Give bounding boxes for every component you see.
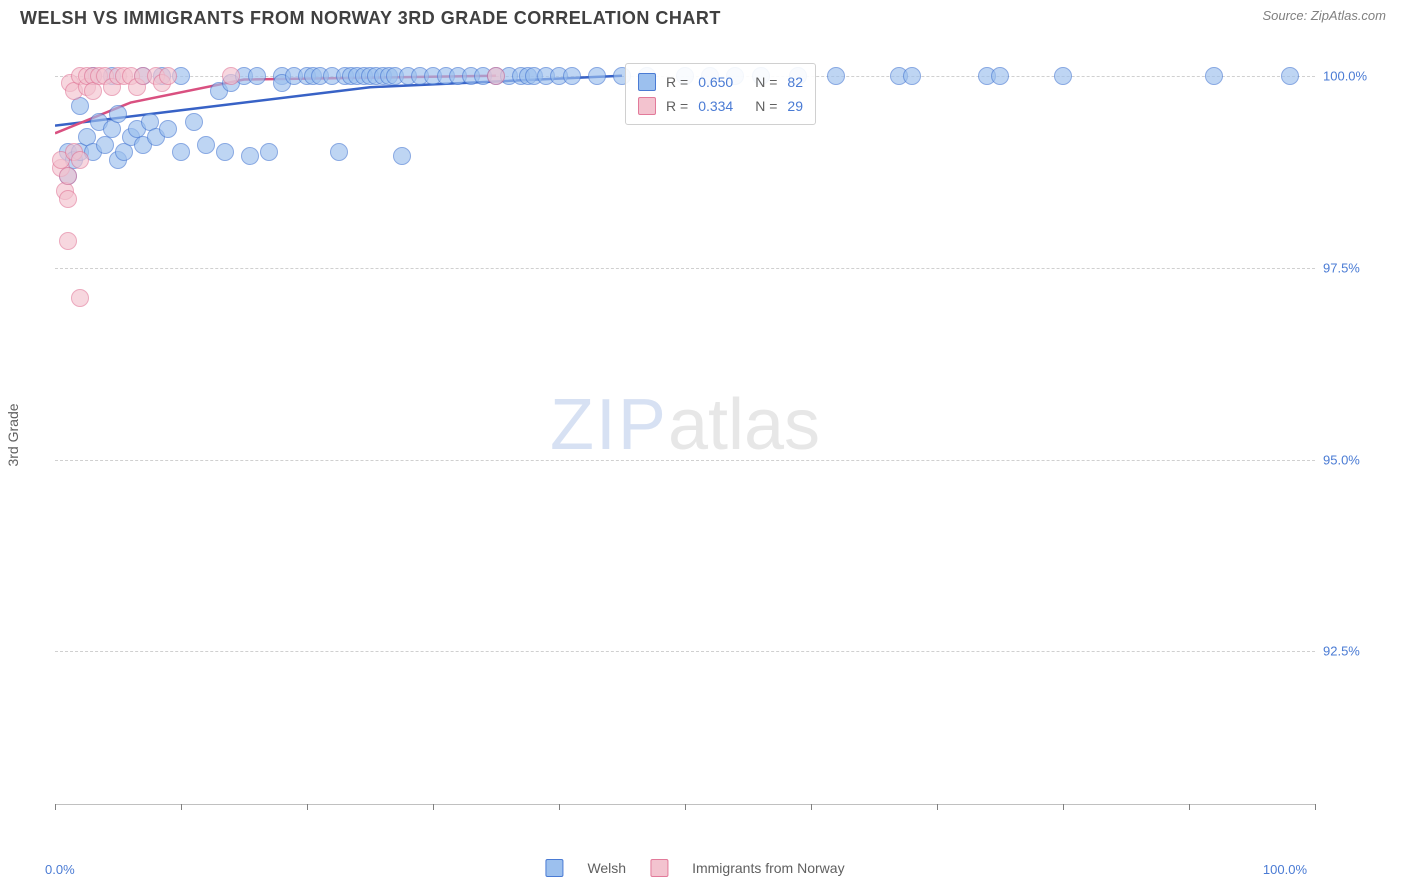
x-tick (181, 804, 182, 810)
scatter-point-norway (159, 67, 177, 85)
stats-n-label: N = (755, 74, 777, 90)
stats-swatch-welsh (638, 73, 656, 91)
scatter-point-welsh (172, 143, 190, 161)
scatter-point-welsh (563, 67, 581, 85)
scatter-point-welsh (185, 113, 203, 131)
scatter-point-welsh (991, 67, 1009, 85)
scatter-point-norway (71, 289, 89, 307)
stats-r-label: R = (666, 98, 688, 114)
scatter-point-welsh (159, 120, 177, 138)
scatter-point-welsh (588, 67, 606, 85)
source-prefix: Source: (1262, 8, 1310, 23)
chart-title: WELSH VS IMMIGRANTS FROM NORWAY 3RD GRAD… (20, 8, 721, 29)
watermark-atlas: atlas (668, 384, 820, 466)
x-min-label: 0.0% (45, 862, 75, 877)
stats-n-label: N = (755, 98, 777, 114)
scatter-point-welsh (115, 143, 133, 161)
y-tick-label: 92.5% (1323, 644, 1383, 659)
scatter-point-norway (59, 167, 77, 185)
scatter-point-welsh (1281, 67, 1299, 85)
chart-container: ZIPatlas 92.5%95.0%97.5%100.0%R =0.650N … (55, 45, 1335, 825)
scatter-point-welsh (248, 67, 266, 85)
x-tick (937, 804, 938, 810)
scatter-point-welsh (827, 67, 845, 85)
legend-swatch-welsh (545, 859, 563, 877)
gridline (55, 268, 1315, 269)
x-tick (307, 804, 308, 810)
stats-n-val: 29 (787, 98, 803, 114)
source-name: ZipAtlas.com (1311, 8, 1386, 23)
x-tick (433, 804, 434, 810)
plot-area: ZIPatlas 92.5%95.0%97.5%100.0%R =0.650N … (55, 45, 1315, 805)
scatter-point-welsh (903, 67, 921, 85)
x-tick (1315, 804, 1316, 810)
gridline (55, 651, 1315, 652)
gridline (55, 460, 1315, 461)
bottom-legend: Welsh Immigrants from Norway (545, 859, 844, 877)
legend-swatch-norway (650, 859, 668, 877)
scatter-point-welsh (197, 136, 215, 154)
scatter-point-welsh (103, 120, 121, 138)
x-tick (685, 804, 686, 810)
scatter-point-welsh (109, 105, 127, 123)
legend-label-norway: Immigrants from Norway (692, 860, 844, 876)
x-max-label: 100.0% (1263, 862, 1307, 877)
x-tick (55, 804, 56, 810)
y-tick-label: 95.0% (1323, 452, 1383, 467)
x-tick (1063, 804, 1064, 810)
scatter-point-welsh (330, 143, 348, 161)
scatter-point-welsh (216, 143, 234, 161)
stats-n-val: 82 (787, 74, 803, 90)
x-tick (559, 804, 560, 810)
stats-r-val: 0.334 (698, 98, 733, 114)
scatter-point-welsh (96, 136, 114, 154)
scatter-point-welsh (1054, 67, 1072, 85)
watermark: ZIPatlas (550, 384, 820, 466)
stats-r-val: 0.650 (698, 74, 733, 90)
source-label: Source: ZipAtlas.com (1262, 8, 1386, 23)
scatter-point-norway (59, 232, 77, 250)
stats-row-norway: R = 0.334 N = 29 (638, 94, 803, 118)
scatter-point-norway (59, 190, 77, 208)
stats-swatch-norway (638, 97, 656, 115)
scatter-point-welsh (393, 147, 411, 165)
scatter-point-norway (222, 67, 240, 85)
scatter-point-welsh (1205, 67, 1223, 85)
x-tick (811, 804, 812, 810)
y-tick-label: 100.0% (1323, 68, 1383, 83)
y-axis-title: 3rd Grade (5, 403, 21, 466)
scatter-point-norway (71, 151, 89, 169)
scatter-point-welsh (260, 143, 278, 161)
x-tick (1189, 804, 1190, 810)
scatter-point-norway (84, 82, 102, 100)
scatter-point-welsh (241, 147, 259, 165)
y-tick-label: 97.5% (1323, 260, 1383, 275)
stats-row-welsh: R = 0.650 N = 82 (638, 70, 803, 94)
scatter-point-welsh (71, 97, 89, 115)
watermark-zip: ZIP (550, 384, 668, 466)
stats-box: R = 0.650 N = 82 R = 0.334 N = 29 (625, 63, 816, 125)
stats-r-label: R = (666, 74, 688, 90)
scatter-point-norway (487, 67, 505, 85)
legend-label-welsh: Welsh (587, 860, 626, 876)
